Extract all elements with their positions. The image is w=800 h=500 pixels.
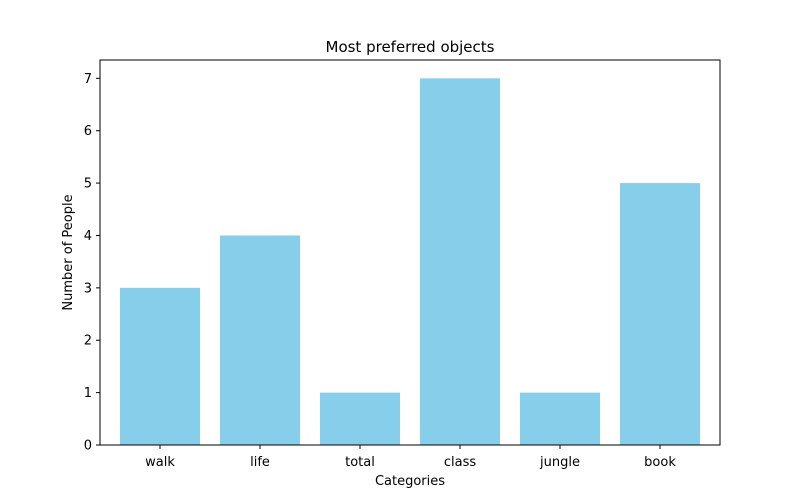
y-tick-label: 4 xyxy=(84,229,92,244)
y-tick-label: 6 xyxy=(84,124,92,139)
x-axis: walk life total class jungle book xyxy=(145,445,676,470)
y-tick-label: 3 xyxy=(84,281,92,296)
x-tick-label-class: class xyxy=(444,455,476,470)
chart-title: Most preferred objects xyxy=(326,38,495,56)
x-tick-label-walk: walk xyxy=(145,455,175,470)
bar-total xyxy=(320,392,400,445)
y-axis-label: Number of People xyxy=(61,194,76,310)
x-tick-label-jungle: jungle xyxy=(539,455,580,470)
plot-frame xyxy=(99,59,721,446)
y-tick-label: 7 xyxy=(84,72,92,87)
bar-life xyxy=(220,235,300,445)
x-tick-label-book: book xyxy=(644,455,676,470)
y-tick-label: 0 xyxy=(84,439,92,454)
y-tick-label: 1 xyxy=(84,386,92,401)
bar-book xyxy=(620,183,700,445)
bar-walk xyxy=(120,287,200,445)
y-tick-label: 2 xyxy=(84,334,92,349)
bar-class xyxy=(420,78,500,445)
bar-jungle xyxy=(520,392,600,445)
bars-layer xyxy=(120,78,700,445)
y-tick-label: 5 xyxy=(84,177,92,192)
x-tick-label-total: total xyxy=(345,455,375,470)
x-tick-label-life: life xyxy=(250,455,270,470)
x-axis-label: Categories xyxy=(375,474,445,489)
y-axis: 0 1 2 3 4 5 6 7 xyxy=(84,72,100,454)
